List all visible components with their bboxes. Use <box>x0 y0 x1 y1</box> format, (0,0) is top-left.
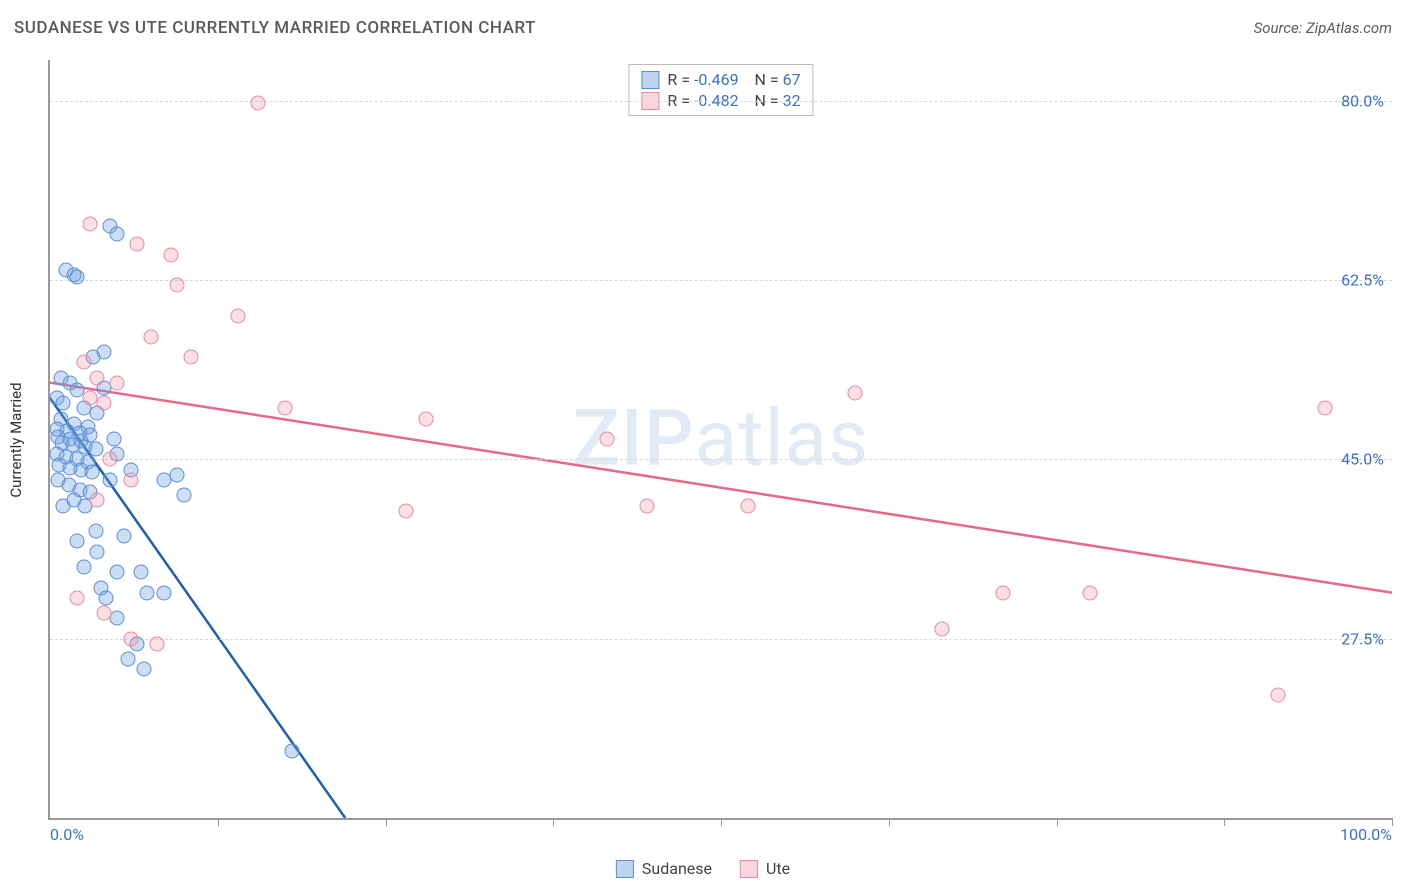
legend-swatch-ute-icon <box>740 860 758 878</box>
data-point <box>170 467 185 482</box>
watermark: ZIPatlas <box>573 394 870 485</box>
ytick-label: 27.5% <box>1341 629 1384 648</box>
data-point <box>110 611 125 626</box>
data-point <box>277 401 292 416</box>
data-point <box>110 565 125 580</box>
chart-area: Currently Married ZIPatlas R = -0.469 N … <box>48 60 1392 820</box>
data-point <box>157 585 172 600</box>
xtick <box>1392 818 1393 826</box>
data-point <box>935 621 950 636</box>
trendline <box>50 383 1392 593</box>
xtick <box>553 818 554 826</box>
data-point <box>96 396 111 411</box>
data-point <box>170 278 185 293</box>
legend-label-ute: Ute <box>766 859 790 878</box>
data-point <box>96 606 111 621</box>
data-point <box>418 411 433 426</box>
gridline <box>50 459 1392 460</box>
data-point <box>103 452 118 467</box>
data-point <box>183 350 198 365</box>
plot-region: ZIPatlas R = -0.469 N = 67 R = -0.482 N … <box>48 60 1392 820</box>
stats-box: R = -0.469 N = 67 R = -0.482 N = 32 <box>628 64 813 116</box>
data-point <box>1083 585 1098 600</box>
stats-row-0: R = -0.469 N = 67 <box>641 69 800 90</box>
ytick-label: 80.0% <box>1341 91 1384 110</box>
xtick <box>889 818 890 826</box>
data-point <box>284 744 299 759</box>
xtick <box>386 818 387 826</box>
data-point <box>230 309 245 324</box>
gridline <box>50 280 1392 281</box>
data-point <box>83 216 98 231</box>
data-point <box>157 472 172 487</box>
data-point <box>120 652 135 667</box>
legend-item-ute: Ute <box>740 859 790 878</box>
header: SUDANESE VS UTE CURRENTLY MARRIED CORREL… <box>14 18 1392 38</box>
data-point <box>84 464 99 479</box>
data-point <box>995 585 1010 600</box>
xtick <box>1224 818 1225 826</box>
data-point <box>136 662 151 677</box>
xtick <box>1057 818 1058 826</box>
data-point <box>599 432 614 447</box>
source-label: Source: ZipAtlas.com <box>1254 19 1392 37</box>
chart-title: SUDANESE VS UTE CURRENTLY MARRIED CORREL… <box>14 18 536 38</box>
ytick-label: 62.5% <box>1341 271 1384 290</box>
xlabel-min: 0.0% <box>50 825 84 844</box>
data-point <box>150 636 165 651</box>
data-point <box>110 375 125 390</box>
data-point <box>110 227 125 242</box>
data-point <box>251 96 266 111</box>
trend-lines <box>50 60 1392 818</box>
ytick-label: 45.0% <box>1341 450 1384 469</box>
swatch-sudanese-icon <box>641 71 659 89</box>
legend-item-sudanese: Sudanese <box>616 859 712 878</box>
data-point <box>69 590 84 605</box>
data-point <box>848 385 863 400</box>
data-point <box>76 560 91 575</box>
data-point <box>69 534 84 549</box>
data-point <box>740 498 755 513</box>
data-point <box>123 631 138 646</box>
data-point <box>56 396 71 411</box>
data-point <box>640 498 655 513</box>
data-point <box>107 432 122 447</box>
data-point <box>103 472 118 487</box>
data-point <box>116 529 131 544</box>
data-point <box>123 472 138 487</box>
xtick <box>721 818 722 826</box>
data-point <box>130 237 145 252</box>
data-point <box>88 524 103 539</box>
data-point <box>89 370 104 385</box>
data-point <box>139 585 154 600</box>
data-point <box>177 488 192 503</box>
data-point <box>1317 401 1332 416</box>
data-point <box>163 247 178 262</box>
bottom-legend: Sudanese Ute <box>616 859 790 878</box>
data-point <box>398 503 413 518</box>
stat-r-0: R = -0.469 N = 67 <box>667 70 800 89</box>
data-point <box>1270 688 1285 703</box>
gridline <box>50 639 1392 640</box>
data-point <box>99 590 114 605</box>
data-point <box>89 493 104 508</box>
data-point <box>143 329 158 344</box>
data-point <box>134 565 149 580</box>
data-point <box>69 270 84 285</box>
xlabel-max: 100.0% <box>1340 825 1392 844</box>
data-point <box>89 544 104 559</box>
y-axis-label: Currently Married <box>7 382 25 497</box>
xtick <box>218 818 219 826</box>
data-point <box>76 355 91 370</box>
legend-label-sudanese: Sudanese <box>642 859 712 878</box>
legend-swatch-sudanese-icon <box>616 860 634 878</box>
